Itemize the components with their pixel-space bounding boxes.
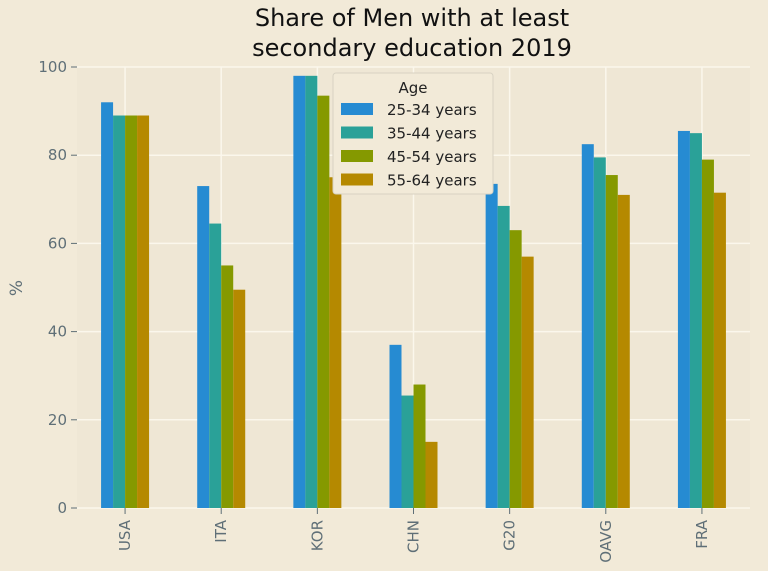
- bar-fra-series-4: [713, 192, 726, 508]
- legend-label: 25-34 years: [387, 101, 477, 119]
- y-axis-ticks: 0 20 40 60 80 100: [38, 58, 77, 517]
- legend-label: 45-54 years: [387, 148, 477, 166]
- bar-g20-series-2: [497, 205, 510, 509]
- bar-oavg-series-3: [605, 175, 618, 509]
- legend-label: 35-44 years: [387, 125, 477, 143]
- chart-title-line-1: Share of Men with at least: [255, 4, 569, 32]
- legend-swatch: [341, 173, 373, 186]
- bar-oavg-series-2: [593, 157, 606, 508]
- y-tick-label: 100: [38, 58, 67, 76]
- bar-fra-series-3: [701, 159, 714, 509]
- x-tick-label: KOR: [308, 520, 326, 551]
- bar-kor-series-3: [317, 95, 330, 508]
- bar-ita-series-4: [233, 289, 246, 508]
- bar-ita-series-2: [209, 223, 222, 508]
- bar-kor-series-4: [329, 177, 342, 508]
- bar-g20-series-1: [485, 183, 498, 509]
- legend: Age 25-34 years 35-44 years 45-54 years 55-…: [332, 72, 494, 195]
- x-tick-label: CHN: [405, 520, 423, 553]
- x-tick-label: G20: [501, 520, 519, 551]
- x-axis-ticks: USA ITA KOR CHN G20 OAVG FRA: [116, 508, 711, 563]
- legend-title: Age: [398, 79, 427, 97]
- x-tick-label: USA: [116, 519, 134, 551]
- legend-swatch: [341, 103, 373, 115]
- bar-ita-series-3: [221, 265, 234, 508]
- bar-chn-series-1: [389, 344, 402, 508]
- y-tick-label: 40: [48, 323, 67, 341]
- bar-fra-series-1: [677, 130, 690, 508]
- y-tick-label: 60: [48, 234, 67, 252]
- bar-oavg-series-1: [581, 144, 594, 509]
- bar-oavg-series-4: [617, 194, 630, 508]
- bar-usa-series-1: [101, 102, 114, 508]
- bar-fra-series-2: [689, 133, 702, 508]
- y-tick-label: 0: [57, 499, 67, 517]
- bars: [101, 75, 726, 509]
- bar-kor-series-1: [293, 75, 306, 508]
- y-tick-label: 20: [48, 411, 67, 429]
- bar-kor-series-2: [305, 75, 318, 508]
- bar-usa-series-2: [113, 115, 126, 508]
- chart-title-line-2: secondary education 2019: [252, 34, 572, 62]
- bar-chn-series-4: [425, 441, 438, 508]
- legend-swatch: [341, 126, 373, 139]
- x-tick-label: ITA: [212, 519, 230, 542]
- bar-chn-series-3: [413, 384, 426, 508]
- y-axis-label: %: [7, 280, 27, 296]
- bar-ita-series-1: [197, 186, 210, 508]
- bar-usa-series-4: [137, 115, 150, 508]
- x-tick-label: OAVG: [597, 520, 615, 563]
- x-tick-label: FRA: [693, 519, 711, 548]
- bar-g20-series-3: [509, 230, 522, 509]
- y-tick-label: 80: [48, 146, 67, 164]
- bar-chn-series-2: [401, 395, 414, 508]
- bar-usa-series-3: [125, 115, 138, 508]
- legend-label: 55-64 years: [387, 172, 477, 190]
- bar-g20-series-4: [521, 256, 534, 508]
- legend-swatch: [341, 150, 373, 162]
